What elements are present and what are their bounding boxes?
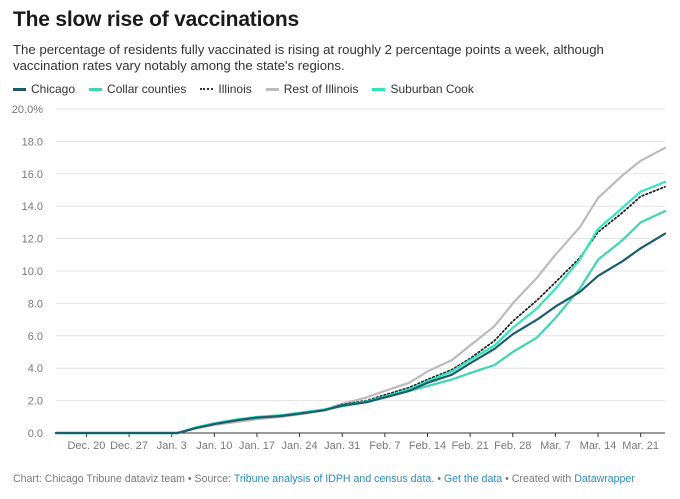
y-tick-label: 16.0 bbox=[22, 169, 43, 181]
legend-item-chicago: Chicago bbox=[13, 82, 75, 96]
x-tick-label: Dec. 27 bbox=[110, 440, 148, 452]
legend-label-collar-counties: Collar counties bbox=[107, 82, 187, 96]
legend-item-suburban-cook: Suburban Cook bbox=[372, 82, 474, 96]
x-tick-label: Feb. 14 bbox=[409, 440, 446, 452]
legend-swatch-collar-counties bbox=[89, 87, 103, 91]
y-tick-label: 6.0 bbox=[28, 331, 43, 343]
series-line-rest-of-illinois bbox=[54, 146, 667, 435]
y-tick-label: 18.0 bbox=[22, 136, 43, 148]
footer-credit: Chart: Chicago Tribune dataviz team • So… bbox=[13, 473, 232, 485]
series-line-suburban-cook bbox=[54, 180, 667, 435]
chart-legend: Chicago Collar counties Illinois Rest of… bbox=[13, 82, 474, 96]
y-tick-label: 20.0% bbox=[12, 104, 43, 116]
x-tick-label: Jan. 3 bbox=[157, 440, 187, 452]
legend-swatch-chicago bbox=[13, 87, 26, 91]
x-tick-label: Mar. 7 bbox=[540, 440, 571, 452]
x-tick-label: Dec. 20 bbox=[67, 440, 105, 452]
y-tick-label: 4.0 bbox=[28, 363, 43, 375]
x-tick-label: Jan. 31 bbox=[324, 440, 360, 452]
footer-created-with: • Created with bbox=[505, 473, 572, 485]
chart-title: The slow rise of vaccinations bbox=[13, 8, 299, 31]
x-tick-label: Mar. 21 bbox=[622, 440, 659, 452]
series-line-chicago bbox=[54, 232, 667, 435]
source-link[interactable]: Tribune analysis of IDPH and census data… bbox=[233, 473, 435, 485]
y-tick-label: 12.0 bbox=[22, 234, 43, 246]
x-tick-label: Jan. 10 bbox=[196, 440, 232, 452]
legend-label-illinois: Illinois bbox=[218, 82, 252, 96]
x-tick-label: Feb. 28 bbox=[494, 440, 531, 452]
line-chart: 0.0 2.0 4.0 6.0 8.0 10.0 12.0 14.0 16.0 18.0 20.0%… bbox=[12, 104, 667, 452]
y-tick-label: 2.0 bbox=[28, 396, 43, 408]
legend-item-rest-of-illinois: Rest of Illinois bbox=[265, 82, 359, 96]
legend-item-collar-counties: Collar counties bbox=[89, 82, 186, 96]
y-tick-label: 10.0 bbox=[22, 266, 43, 278]
datawrapper-link[interactable]: Datawrapper bbox=[574, 473, 635, 485]
legend-swatch-rest-of-illinois bbox=[265, 87, 279, 91]
legend-swatch-suburban-cook bbox=[372, 87, 386, 91]
y-tick-label: 0.0 bbox=[28, 428, 43, 440]
legend-label-rest-of-illinois: Rest of Illinois bbox=[283, 82, 359, 96]
x-tick-label: Feb. 21 bbox=[451, 440, 488, 452]
y-tick-label: 8.0 bbox=[28, 298, 43, 310]
get-data-link[interactable]: Get the data bbox=[443, 473, 503, 485]
legend-swatch-illinois bbox=[200, 88, 214, 90]
chart-footer: Chart: Chicago Tribune dataviz team • So… bbox=[13, 473, 635, 485]
legend-label-suburban-cook: Suburban Cook bbox=[390, 82, 474, 96]
x-tick-label: Jan. 17 bbox=[239, 440, 275, 452]
chart-subtitle: The percentage of residents fully vaccin… bbox=[13, 42, 604, 73]
series-line-illinois bbox=[55, 185, 666, 434]
x-tick-label: Mar. 14 bbox=[580, 440, 617, 452]
legend-item-illinois: Illinois bbox=[200, 82, 252, 96]
legend-label-chicago: Chicago bbox=[31, 82, 76, 96]
x-tick-label: Feb. 7 bbox=[369, 440, 400, 452]
x-tick-label: Jan. 24 bbox=[282, 440, 318, 452]
y-tick-label: 14.0 bbox=[22, 201, 43, 213]
footer-separator: • bbox=[437, 473, 441, 485]
